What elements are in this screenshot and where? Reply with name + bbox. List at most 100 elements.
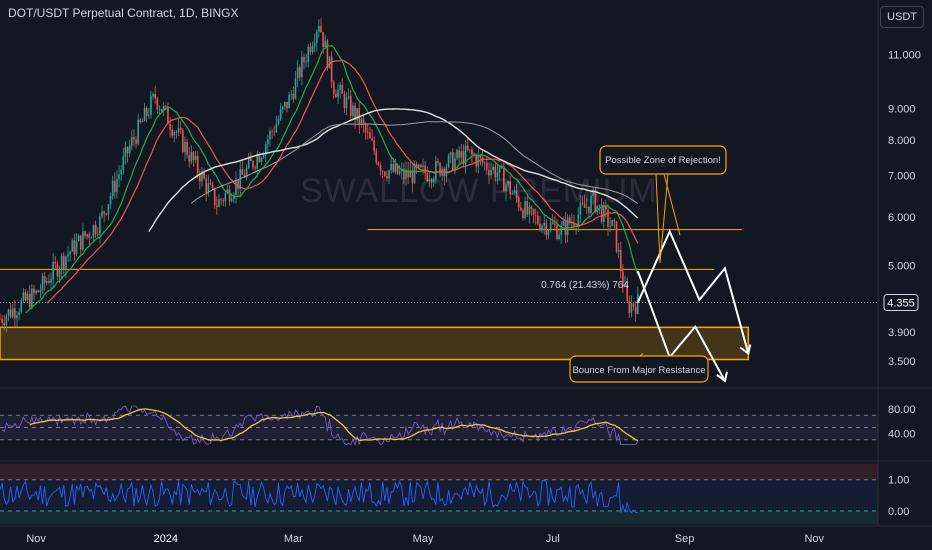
candle-body	[48, 281, 50, 283]
candle-body	[120, 169, 122, 175]
candle-body	[205, 178, 208, 193]
candle-body	[250, 158, 252, 161]
candle-body	[256, 155, 259, 169]
currency-button[interactable]: USDT	[880, 6, 924, 28]
candle-body	[20, 300, 23, 313]
candle-body	[424, 165, 426, 174]
candle-body	[182, 130, 184, 153]
fib-label: 0.764 (21.43%) 764	[541, 280, 629, 291]
candle-body	[605, 205, 607, 210]
candle-body	[135, 139, 137, 144]
candle-body	[360, 119, 363, 125]
candle-body	[462, 151, 465, 165]
candle-body	[403, 168, 405, 179]
candle-body	[335, 93, 337, 98]
candle-body	[11, 308, 14, 318]
candle-body	[490, 169, 492, 176]
candle-body	[318, 26, 320, 32]
candle-body	[579, 202, 582, 215]
candle-body	[152, 93, 154, 97]
ma-slower-line	[190, 121, 639, 204]
candle-body	[303, 57, 305, 62]
candle-body	[82, 231, 84, 250]
candle-body	[611, 220, 614, 226]
candle-body	[407, 169, 409, 178]
candle-body	[524, 201, 526, 219]
candle-body	[77, 235, 80, 242]
candle-body	[371, 138, 373, 141]
time-tick-label: Nov	[26, 533, 46, 545]
candle-body	[141, 121, 144, 123]
candle-body	[103, 211, 105, 214]
candle-body	[192, 151, 195, 161]
candle-body	[267, 139, 269, 145]
candle-body	[279, 109, 282, 120]
candle-body	[162, 105, 165, 112]
candle-body	[513, 190, 516, 194]
watermark: SWALLOW PREMIUM	[300, 172, 658, 210]
candle-body	[173, 132, 176, 136]
osc-tick-label: 0.00	[888, 506, 909, 518]
time-tick-label: Mar	[284, 533, 303, 545]
osc-tick-label: 1.00	[888, 475, 909, 487]
candle-body	[96, 234, 99, 235]
candle-body	[177, 127, 180, 133]
candle-body	[349, 96, 352, 116]
candle-body	[520, 207, 522, 211]
candle-body	[69, 251, 71, 254]
candle-body	[33, 288, 35, 294]
candle-body	[194, 155, 197, 161]
candle-body	[211, 184, 214, 188]
candle-body	[383, 171, 386, 176]
candle-body	[537, 215, 539, 224]
price-tick-label: 3.500	[888, 356, 916, 368]
candle-body	[454, 158, 456, 171]
candle-body	[296, 67, 299, 79]
arrow-head-icon	[739, 344, 752, 356]
price-tick-label: 5.000	[888, 261, 916, 273]
candle-body	[37, 290, 40, 293]
candle-body	[449, 152, 452, 156]
price-tick-label: 9.000	[888, 103, 916, 115]
ema-mid-line	[46, 59, 639, 304]
candle-body	[615, 221, 618, 252]
candle-body	[366, 132, 369, 133]
annotation-top-text: Possible Zone of Rejection!	[605, 155, 721, 166]
candle-body	[439, 163, 441, 176]
candle-body	[354, 105, 356, 121]
candle-body	[613, 220, 616, 222]
candle-body	[460, 151, 463, 158]
candle-body	[592, 189, 594, 196]
candle-body	[222, 200, 225, 202]
candle-body	[528, 206, 531, 215]
candle-body	[45, 281, 48, 283]
candle-body	[186, 141, 188, 156]
candle-body	[479, 155, 482, 158]
candle-body	[602, 205, 605, 222]
candle-body	[549, 222, 552, 231]
candle-body	[632, 303, 635, 307]
candle-body	[405, 169, 407, 179]
candle-body	[522, 210, 524, 219]
candle-body	[39, 290, 42, 293]
candle-body	[58, 269, 61, 277]
candle-body	[326, 40, 329, 69]
candle-body	[554, 223, 556, 226]
candle-body	[422, 165, 424, 167]
candle-body	[339, 84, 341, 91]
candle-body	[475, 156, 478, 167]
candle-body	[585, 206, 588, 208]
time-tick-label: 2024	[154, 533, 178, 545]
candle-body	[24, 292, 27, 301]
candle-body	[590, 195, 592, 213]
price-tick-label: 11.000	[888, 50, 921, 62]
candle-body	[566, 217, 569, 236]
candle-body	[481, 157, 484, 163]
candle-body	[309, 46, 312, 52]
candle-body	[216, 205, 218, 208]
rsi-ma-line	[29, 408, 638, 442]
candle-body	[609, 225, 611, 227]
candle-body	[375, 151, 378, 163]
candle-body	[364, 124, 367, 133]
